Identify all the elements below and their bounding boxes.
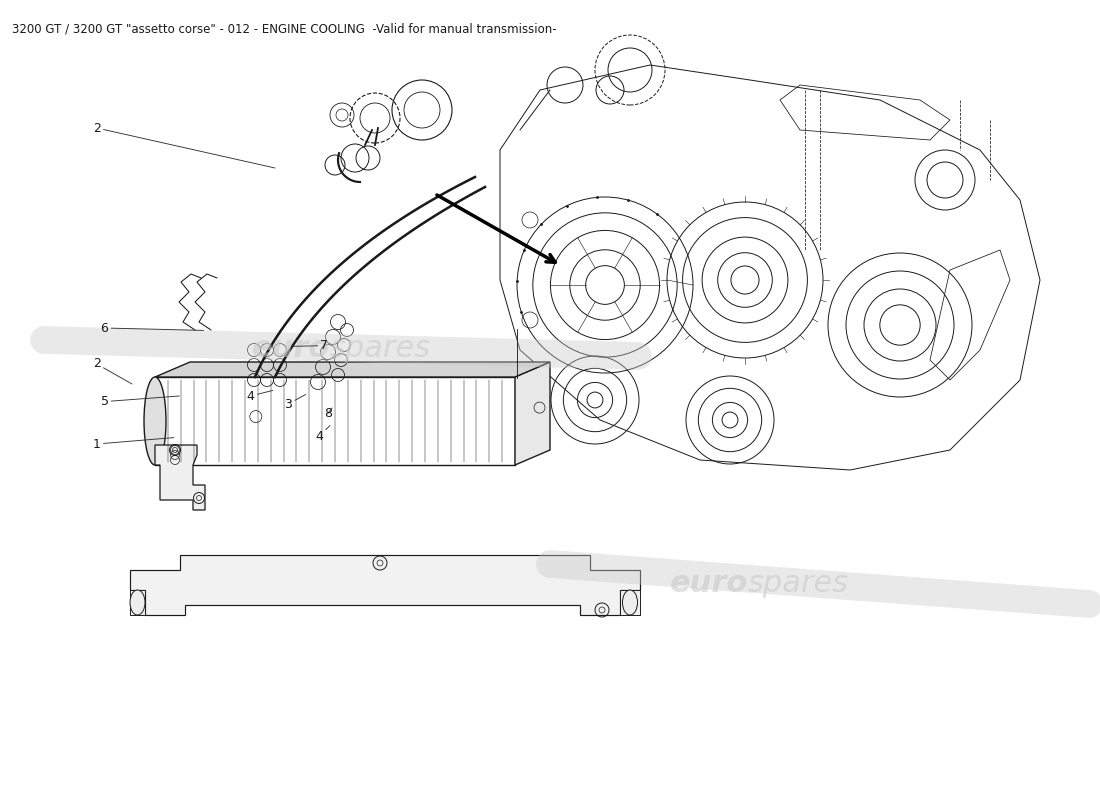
Polygon shape	[130, 590, 145, 615]
Text: 3200 GT / 3200 GT "assetto corse" - 012 - ENGINE COOLING  -Valid for manual tran: 3200 GT / 3200 GT "assetto corse" - 012 …	[12, 22, 557, 35]
Ellipse shape	[130, 590, 145, 615]
Text: euro: euro	[252, 334, 330, 362]
Polygon shape	[155, 362, 550, 377]
Text: 2: 2	[92, 358, 132, 384]
Text: 6: 6	[100, 322, 204, 334]
Polygon shape	[155, 445, 205, 510]
Text: 4: 4	[315, 426, 330, 442]
Text: spares: spares	[330, 334, 431, 362]
Text: 8: 8	[323, 407, 332, 420]
Ellipse shape	[144, 377, 166, 465]
Text: spares: spares	[748, 570, 849, 598]
Polygon shape	[620, 590, 640, 615]
Text: euro: euro	[670, 570, 748, 598]
Text: 3: 3	[284, 394, 306, 410]
Text: 7: 7	[292, 339, 329, 352]
Text: 5: 5	[100, 395, 179, 408]
Polygon shape	[515, 362, 550, 465]
Text: 2: 2	[92, 122, 275, 168]
Text: 4: 4	[246, 390, 273, 402]
Text: 1: 1	[92, 438, 174, 450]
Ellipse shape	[623, 590, 638, 615]
Polygon shape	[130, 555, 640, 615]
